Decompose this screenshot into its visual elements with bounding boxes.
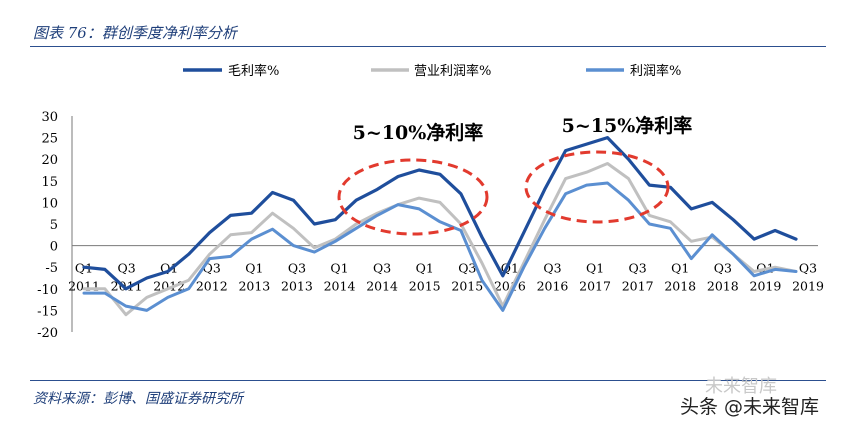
y-tick-label: -15 bbox=[37, 304, 58, 319]
y-tick-label: 0 bbox=[50, 240, 58, 255]
x-tick-quarter: Q3 bbox=[714, 261, 732, 276]
annotation-label-1: 5~10%净利率 bbox=[353, 121, 484, 144]
bottom-divider bbox=[30, 380, 826, 381]
watermark-background: 未来智库 bbox=[705, 376, 777, 397]
x-tick-year: 2014 bbox=[366, 279, 398, 294]
y-tick-label: 25 bbox=[41, 132, 58, 147]
x-tick-year: 2015 bbox=[409, 279, 441, 294]
x-tick-quarter: Q1 bbox=[330, 261, 348, 276]
x-tick-quarter: Q3 bbox=[543, 261, 561, 276]
y-tick-label: 30 bbox=[41, 110, 58, 125]
x-tick-year: 2013 bbox=[238, 279, 270, 294]
x-tick-quarter: Q1 bbox=[416, 261, 434, 276]
x-tick-year: 2012 bbox=[153, 279, 185, 294]
chart-title: 图表 76：群创季度净利率分析 bbox=[33, 24, 237, 42]
chart-svg: 302520151050-5-10-15-20Q12011Q32011Q1201… bbox=[37, 63, 824, 341]
x-tick-year: 2018 bbox=[707, 279, 739, 294]
legend-label-0: 毛利率% bbox=[228, 63, 279, 79]
y-tick-label: -5 bbox=[45, 261, 58, 276]
x-tick-quarter: Q3 bbox=[288, 261, 306, 276]
y-tick-label: -20 bbox=[37, 326, 58, 341]
x-tick-year: 2012 bbox=[196, 279, 228, 294]
x-tick-year: 2016 bbox=[537, 279, 569, 294]
x-tick-year: 2017 bbox=[579, 279, 611, 294]
x-tick-year: 2013 bbox=[281, 279, 313, 294]
top-divider bbox=[30, 46, 826, 47]
source-note: 资料来源：彭博、国盛证券研究所 bbox=[33, 391, 243, 407]
x-tick-quarter: Q3 bbox=[799, 261, 817, 276]
x-tick-year: 2019 bbox=[750, 279, 782, 294]
y-tick-label: 20 bbox=[41, 153, 58, 168]
x-tick-quarter: Q1 bbox=[245, 261, 263, 276]
y-tick-label: 5 bbox=[50, 218, 58, 233]
annotation-label-2: 5~15%净利率 bbox=[562, 114, 693, 137]
annotation-ellipse-1 bbox=[337, 158, 489, 236]
x-tick-quarter: Q3 bbox=[458, 261, 476, 276]
x-tick-quarter: Q3 bbox=[629, 261, 647, 276]
legend-label-2: 利润率% bbox=[630, 63, 681, 79]
y-tick-label: 10 bbox=[41, 196, 58, 211]
series-line-2 bbox=[82, 181, 798, 312]
series-line-1 bbox=[82, 162, 798, 317]
x-tick-year: 2011 bbox=[68, 279, 100, 294]
annotation-ellipse-2 bbox=[524, 150, 670, 224]
x-tick-quarter: Q1 bbox=[671, 261, 689, 276]
x-tick-quarter: Q3 bbox=[373, 261, 391, 276]
x-tick-year: 2019 bbox=[792, 279, 824, 294]
x-tick-quarter: Q3 bbox=[117, 261, 135, 276]
watermark: 头条 @未来智库 bbox=[680, 396, 820, 418]
series-line-0 bbox=[82, 136, 798, 291]
x-tick-year: 2018 bbox=[664, 279, 696, 294]
x-tick-year: 2014 bbox=[324, 279, 356, 294]
x-tick-quarter: Q1 bbox=[586, 261, 604, 276]
legend-label-1: 营业利润率% bbox=[414, 63, 491, 79]
x-tick-year: 2015 bbox=[451, 279, 483, 294]
y-tick-label: -10 bbox=[37, 283, 58, 298]
x-tick-year: 2017 bbox=[622, 279, 654, 294]
y-tick-label: 15 bbox=[41, 175, 58, 190]
